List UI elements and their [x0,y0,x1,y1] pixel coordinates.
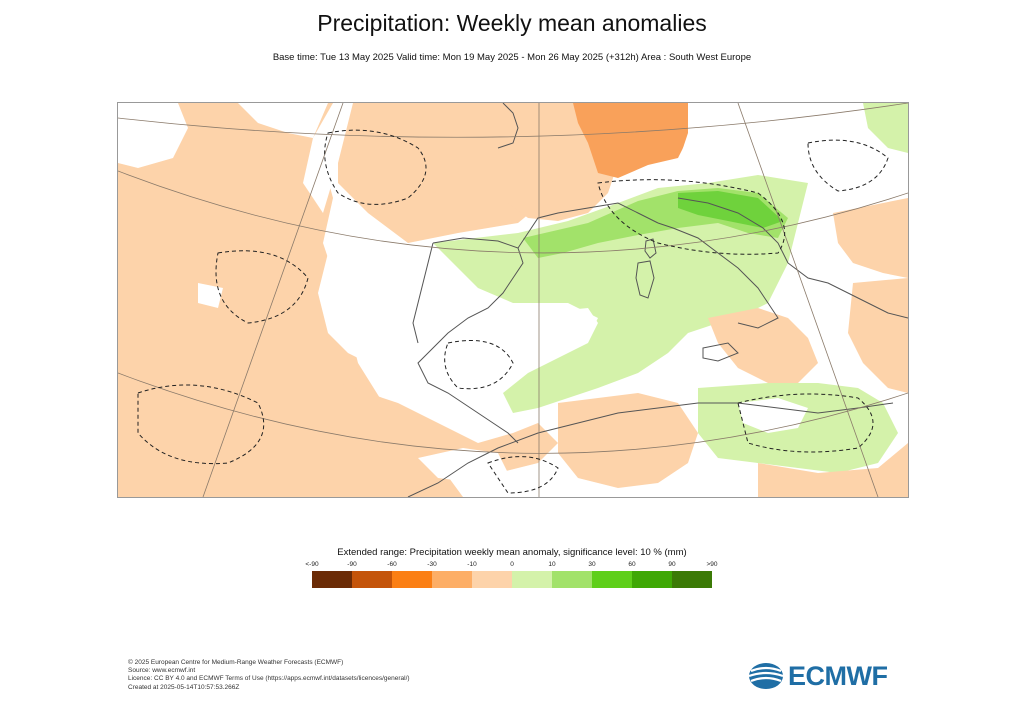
footer-copyright: © 2025 European Centre for Medium-Range … [128,659,344,666]
graticule-line [737,103,879,497]
coastline-france [517,202,659,249]
ocean-neutral-patch [198,283,223,308]
footer-licence: Licence: CC BY 4.0 and ECMWF Terms of Us… [128,675,410,683]
significance-contour [737,393,874,453]
med-neutral [513,303,598,343]
graticule-line [118,372,908,454]
legend-tick-label: -60 [387,561,397,568]
coastline-iberia-west [412,242,434,344]
legend-tick-label: -10 [467,561,477,568]
significance-contour [137,384,265,465]
legend-swatch [512,571,552,588]
footer-source: Source: www.ecmwf.int [128,667,196,675]
ecmwf-logo: ECMWF [748,660,888,692]
coastline-sicily [702,342,739,362]
far-east-dry [848,278,908,393]
significance-contour [597,179,786,255]
legend-tick-label: <-90 [305,561,319,568]
north-africa-white [418,448,508,483]
legend-swatch [312,571,352,588]
legend-swatch [672,571,712,588]
med-dry [708,308,818,383]
legend-swatch [472,571,512,588]
iberia-neutral [318,243,608,403]
south-dry-east [758,443,908,497]
legend-tick-label: 0 [510,561,514,568]
alps-wet-strongest [678,191,783,228]
coastline-balkans [787,262,908,319]
significance-contour [487,456,559,494]
legend-tick-label: -90 [347,561,357,568]
ecmwf-logo-text: ECMWF [788,660,888,691]
legend-tick-label: -30 [427,561,437,568]
chart-title: Precipitation: Weekly mean anomalies [317,10,707,36]
ocean-neutral-patch [238,103,328,138]
chart-subtitle: Base time: Tue 13 May 2025 Valid time: M… [272,52,752,63]
legend-swatch [552,571,592,588]
east-dry-patch [833,198,908,278]
legend-tick-label: >90 [706,561,718,568]
significance-contour [807,139,889,192]
coastline-uk [497,103,519,149]
legend-swatch [592,571,632,588]
graticule-line [118,170,908,254]
legend-tick-label: 60 [628,561,636,568]
footer-credits: © 2025 European Centre for Medium-Range … [128,659,410,692]
coastline-adriatic [677,197,789,264]
coastline-corsica [644,238,657,259]
legend-tick-label: 90 [668,561,676,568]
legend-tick-label: 10 [548,561,556,568]
legend-swatch [352,571,392,588]
significance-contour [444,340,514,390]
france-darker-dry [573,103,693,178]
legend-swatch [432,571,472,588]
legend-labels: <-90 -90 -60 -30 -10 0 10 30 60 90 >90 [292,561,732,571]
legend-swatch [632,571,672,588]
ocean-neutral-patch [118,103,188,168]
graticule-line [118,103,908,138]
central-europe-neutral [678,103,863,183]
legend-color-bar [312,571,712,588]
coastline-italy [657,222,779,329]
legend-tick-label: 30 [588,561,596,568]
graticule-line [202,103,344,497]
ocean-neutral-patch [303,103,353,213]
anomaly-map [117,102,909,498]
legend-title: Extended range: Precipitation weekly mea… [337,547,687,558]
significance-contour [215,250,309,324]
coastline-north-africa [407,402,894,497]
coastline-sardinia [635,260,655,299]
north-east-wet [863,103,908,153]
footer-created: Created at 2025-05-14T10:57:53.266Z [128,683,240,691]
south-dry [558,393,698,488]
east-med-white [738,398,808,433]
ecmwf-globe-icon [748,663,784,689]
legend-swatch [392,571,432,588]
